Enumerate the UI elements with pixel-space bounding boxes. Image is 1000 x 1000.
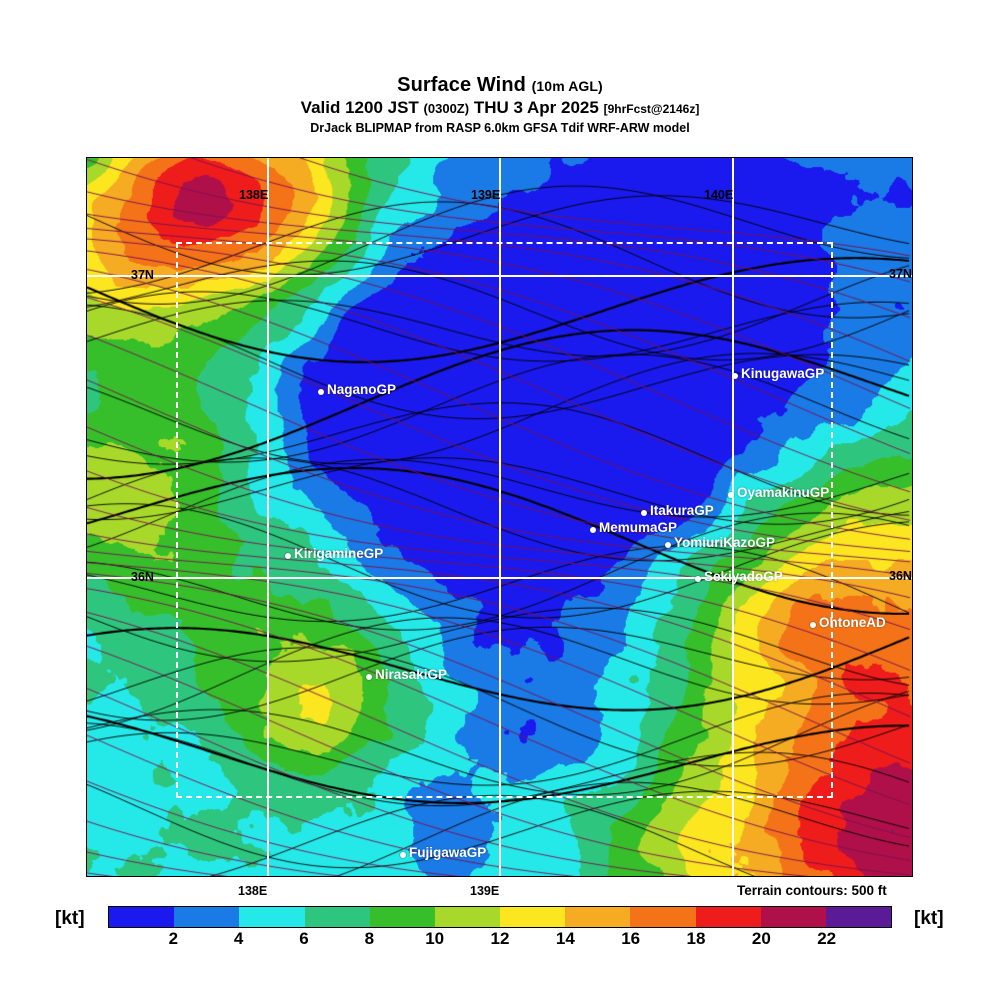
colorbar-segment-5 bbox=[434, 907, 501, 927]
lon-label-140-top: 140E bbox=[704, 188, 734, 202]
station-label: NirasakiGP bbox=[375, 667, 448, 682]
colorbar-tick-10: 10 bbox=[425, 929, 445, 948]
valid-date: THU 3 Apr 2025 bbox=[473, 98, 599, 117]
lon-label-139-top: 139E bbox=[471, 188, 501, 202]
lon-label-138-bottom: 138E bbox=[238, 884, 268, 898]
graticule-lon-139 bbox=[499, 158, 501, 876]
colorbar-segment-8 bbox=[630, 907, 696, 927]
colorbar-segment-10 bbox=[760, 907, 826, 927]
colorbar-segment-7 bbox=[565, 907, 631, 927]
station-label: FujigawaGP bbox=[409, 845, 487, 860]
station-dot-icon bbox=[732, 373, 738, 379]
colorbar-tick-20: 20 bbox=[751, 929, 771, 948]
station-label: OyamakinuGP bbox=[737, 485, 830, 500]
colorbar-segment-0 bbox=[109, 907, 175, 927]
lon-label-138-top: 138E bbox=[239, 188, 269, 202]
colorbar-segment-11 bbox=[825, 907, 892, 927]
station-dot-icon bbox=[695, 576, 701, 582]
station-dot-icon bbox=[318, 389, 324, 395]
station-label: ItakuraGP bbox=[650, 503, 714, 518]
station-label: KirigamineGP bbox=[294, 546, 384, 561]
colorbar-segment-1 bbox=[174, 907, 240, 927]
station-dot-icon bbox=[728, 492, 734, 498]
colorbar-tick-22: 22 bbox=[817, 929, 837, 948]
lat-label-37-left: 37N bbox=[131, 268, 154, 282]
graticule-lat-37 bbox=[87, 275, 912, 277]
colorbar-tick-12: 12 bbox=[490, 929, 510, 948]
station-label: NaganoGP bbox=[327, 382, 397, 397]
valid-utc: (0300Z) bbox=[423, 101, 470, 116]
colorbar-tick-14: 14 bbox=[555, 929, 575, 948]
graticule-lon-138 bbox=[267, 158, 269, 876]
colorbar-tick-16: 16 bbox=[621, 929, 641, 948]
graticule-lat-36 bbox=[87, 577, 912, 579]
colorbar-tick-6: 6 bbox=[299, 929, 309, 948]
colorbar-unit-right: [kt] bbox=[914, 908, 944, 929]
colorbar-tick-2: 2 bbox=[168, 929, 179, 948]
colorbar-tick-18: 18 bbox=[686, 929, 706, 948]
station-label: MemumaGP bbox=[599, 520, 678, 535]
colorbar-segment-4 bbox=[369, 907, 435, 927]
title-main: Surface Wind bbox=[397, 74, 526, 96]
station-label: OhtoneAD bbox=[819, 615, 886, 630]
map-frame[interactable]: 138E 139E 140E 37N 36N NaganoGP KinugawaG… bbox=[86, 157, 913, 877]
station-dot-icon bbox=[665, 542, 671, 548]
lat-label-36-left: 36N bbox=[131, 570, 154, 584]
title-suffix: (10m AGL) bbox=[531, 78, 603, 94]
station-dot-icon bbox=[400, 852, 406, 858]
colorbar-tick-4: 4 bbox=[233, 929, 244, 948]
station-label: YomiuriKazoGP bbox=[674, 535, 776, 550]
forecast-tag: [9hrFcst@2146z] bbox=[603, 102, 700, 116]
colorbar[interactable] bbox=[108, 906, 892, 928]
colorbar-segment-9 bbox=[695, 907, 761, 927]
colorbar-tick-labels: 2 4 6 8 10 12 14 16 18 20 22 bbox=[108, 929, 892, 953]
terrain-contour-note: Terrain contours: 500 ft bbox=[737, 883, 887, 898]
lon-label-139-bottom: 139E bbox=[470, 884, 500, 898]
station-dot-icon bbox=[590, 527, 596, 533]
valid-time-line: Valid 1200 JST (0300Z) THU 3 Apr 2025 [9… bbox=[0, 97, 1000, 120]
colorbar-unit-left: [kt] bbox=[55, 908, 85, 929]
page-title: Surface Wind (10m AGL) bbox=[0, 74, 1000, 97]
title-block: Surface Wind (10m AGL) Valid 1200 JST (0… bbox=[0, 74, 1000, 137]
station-dot-icon bbox=[366, 674, 372, 680]
station-label: SekiyadoGP bbox=[704, 569, 783, 584]
forecast-subdomain-box bbox=[176, 242, 833, 798]
model-source-line: DrJack BLIPMAP from RASP 6.0km GFSA Tdif… bbox=[310, 121, 690, 135]
station-dot-icon bbox=[641, 510, 647, 516]
colorbar-segment-6 bbox=[500, 907, 566, 927]
colorbar-tick-8: 8 bbox=[364, 929, 375, 948]
station-label: KinugawaGP bbox=[741, 366, 825, 381]
valid-prefix: Valid 1200 JST bbox=[300, 98, 419, 117]
station-dot-icon bbox=[285, 553, 291, 559]
colorbar-segment-3 bbox=[304, 907, 370, 927]
colorbar-segment-2 bbox=[239, 907, 305, 927]
lat-label-37-right: 37N bbox=[889, 267, 912, 281]
station-dot-icon bbox=[810, 622, 816, 628]
lat-label-36-right: 36N bbox=[889, 569, 912, 583]
graticule-lon-140 bbox=[732, 158, 734, 876]
